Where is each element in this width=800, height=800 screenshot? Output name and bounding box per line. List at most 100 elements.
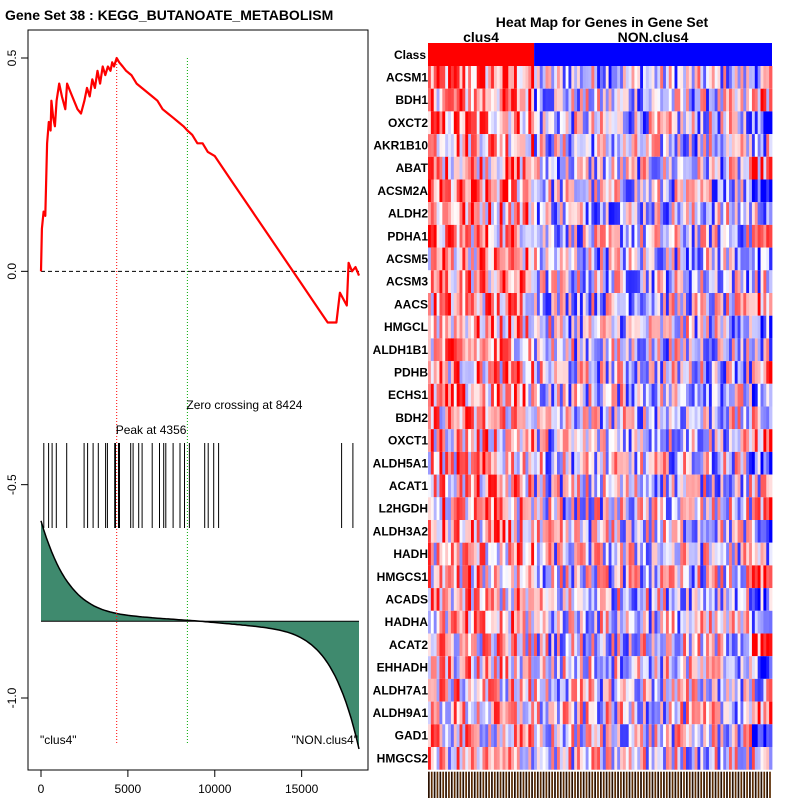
heat-map-cell bbox=[622, 224, 627, 248]
heat-map-cell bbox=[714, 247, 718, 271]
heat-map-cell bbox=[493, 474, 498, 498]
heat-map-cell bbox=[751, 270, 756, 293]
heat-map-cell bbox=[448, 270, 452, 293]
heat-map-cell bbox=[751, 361, 756, 384]
heat-map-cell bbox=[471, 361, 475, 384]
heat-map-cell bbox=[539, 111, 544, 135]
y-tick-label: -0.5 bbox=[5, 474, 19, 495]
heat-map-cell bbox=[760, 88, 764, 112]
heat-map-cell bbox=[562, 134, 566, 157]
heat-map-cell bbox=[536, 361, 541, 384]
heat-map-cell bbox=[496, 497, 501, 520]
heat-map-cell bbox=[763, 678, 767, 702]
heat-map-cell bbox=[450, 202, 455, 225]
heat-map-cell bbox=[749, 270, 753, 293]
heat-map-cell bbox=[726, 179, 730, 203]
heat-map-cell bbox=[697, 633, 701, 657]
heat-map-cell bbox=[751, 134, 756, 157]
heat-map-cell bbox=[442, 293, 446, 316]
heat-map-cell bbox=[611, 588, 615, 611]
heat-map-cell bbox=[536, 134, 541, 157]
heat-map-cell bbox=[459, 588, 463, 611]
sample-label-mark bbox=[519, 771, 522, 798]
heat-map-cell bbox=[608, 111, 612, 135]
heat-map-cell bbox=[729, 134, 733, 157]
heat-map-cell bbox=[468, 406, 472, 430]
heat-map-cell bbox=[608, 656, 612, 679]
heat-map-cell bbox=[660, 429, 664, 452]
heat-map-cell bbox=[591, 542, 595, 566]
heat-map-cell bbox=[620, 406, 624, 430]
sample-label-mark bbox=[703, 771, 705, 798]
heat-map-cell bbox=[430, 361, 435, 384]
heat-map-cell bbox=[683, 656, 687, 679]
heat-map-cell bbox=[471, 247, 475, 271]
heat-map-cell bbox=[769, 88, 773, 112]
heat-map-cell bbox=[660, 497, 664, 520]
heat-map-cell bbox=[574, 588, 578, 611]
heat-map-cell bbox=[542, 656, 546, 679]
heat-map-cell bbox=[643, 293, 647, 316]
heat-map-cell bbox=[743, 88, 747, 112]
heat-map-cell bbox=[640, 588, 644, 611]
heat-map-cell bbox=[562, 202, 566, 225]
heat-map-cell bbox=[548, 156, 552, 180]
heat-map-cell bbox=[637, 678, 641, 702]
heat-map-cell bbox=[708, 656, 713, 679]
heat-map-cell bbox=[751, 429, 756, 452]
heat-map-cell bbox=[645, 724, 650, 747]
heat-map-cell bbox=[637, 633, 641, 657]
sample-label-mark bbox=[574, 771, 576, 798]
heat-map-cell bbox=[473, 747, 478, 770]
heat-map-cell bbox=[757, 497, 761, 520]
heat-map-cell bbox=[519, 701, 523, 725]
heat-map-cell bbox=[542, 542, 546, 566]
heat-map-cell bbox=[488, 497, 492, 520]
heat-map-cell bbox=[505, 633, 509, 657]
heat-map-cell bbox=[754, 429, 759, 452]
heat-map-cell bbox=[536, 678, 541, 702]
heat-map-cell bbox=[559, 520, 564, 543]
heat-map-cell bbox=[519, 338, 523, 362]
heat-map-cell bbox=[491, 451, 495, 475]
heat-map-cell bbox=[542, 247, 546, 271]
heat-map-cell bbox=[668, 224, 673, 248]
heat-map-cell bbox=[433, 66, 437, 89]
heat-map-cell bbox=[534, 429, 538, 452]
sample-label-mark bbox=[746, 771, 748, 798]
heat-map-cell bbox=[519, 293, 523, 316]
heat-map-cell bbox=[749, 224, 753, 248]
sample-label-mark bbox=[448, 771, 450, 798]
heat-map-cell bbox=[496, 406, 501, 430]
heat-map-cell bbox=[694, 202, 698, 225]
heat-map-cell bbox=[582, 66, 587, 89]
heat-map-cell bbox=[476, 338, 480, 362]
heat-map-cell bbox=[528, 134, 532, 157]
heat-map-cell bbox=[459, 656, 463, 679]
heat-map-cell bbox=[525, 88, 529, 112]
heat-map-cell bbox=[542, 406, 546, 430]
heat-map-cell bbox=[479, 747, 483, 770]
heat-map-cell bbox=[660, 179, 664, 203]
heat-map-cell bbox=[674, 747, 678, 770]
heat-map-cell bbox=[665, 520, 670, 543]
heat-map-cell bbox=[611, 66, 615, 89]
heat-map-cell bbox=[522, 361, 526, 384]
heat-map-cell bbox=[648, 134, 652, 157]
heat-map-cell bbox=[488, 315, 492, 339]
heat-map-cell bbox=[729, 293, 733, 316]
heat-map-cell bbox=[577, 383, 581, 407]
heat-map-cell bbox=[740, 588, 744, 611]
heat-map-cell bbox=[600, 383, 604, 407]
heat-map-cell bbox=[674, 224, 678, 248]
heat-map-cell bbox=[683, 724, 687, 747]
heat-map-cell bbox=[674, 66, 678, 89]
heat-map-cell bbox=[605, 383, 609, 407]
heat-map-cell bbox=[737, 202, 741, 225]
sample-label-mark bbox=[620, 771, 622, 798]
heat-map-cell bbox=[473, 383, 478, 407]
heat-map-cell bbox=[499, 247, 503, 271]
heat-map-cell bbox=[562, 315, 566, 339]
heat-map-cell bbox=[608, 247, 612, 271]
heat-map-cell bbox=[594, 565, 598, 589]
